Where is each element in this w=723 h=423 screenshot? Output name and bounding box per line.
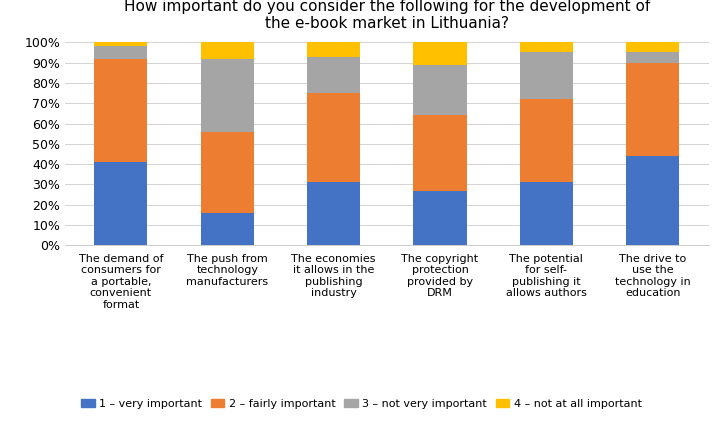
Bar xyxy=(201,132,254,213)
Legend: 1 – very important, 2 – fairly important, 3 – not very important, 4 – not at all: 1 – very important, 2 – fairly important… xyxy=(77,394,646,413)
Bar xyxy=(307,93,360,182)
Bar xyxy=(520,42,573,52)
Bar xyxy=(201,58,254,132)
Bar xyxy=(94,47,147,58)
Bar xyxy=(520,52,573,99)
Bar xyxy=(626,42,680,52)
Bar xyxy=(201,213,254,245)
Bar xyxy=(626,63,680,156)
Bar xyxy=(201,42,254,58)
Bar xyxy=(520,182,573,245)
Bar xyxy=(307,57,360,93)
Bar xyxy=(414,190,466,245)
Bar xyxy=(307,182,360,245)
Bar xyxy=(414,65,466,115)
Bar xyxy=(520,99,573,182)
Bar xyxy=(94,42,147,47)
Bar xyxy=(414,115,466,190)
Bar xyxy=(626,52,680,63)
Bar xyxy=(414,42,466,65)
Title: How important do you consider the following for the development of
the e-book ma: How important do you consider the follow… xyxy=(124,0,650,31)
Bar xyxy=(94,58,147,162)
Bar xyxy=(94,162,147,245)
Bar xyxy=(307,42,360,57)
Bar xyxy=(626,156,680,245)
